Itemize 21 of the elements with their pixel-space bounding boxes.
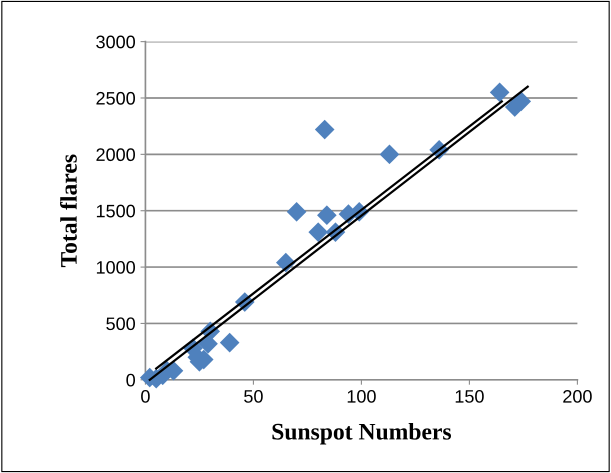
point: [308, 222, 328, 242]
x-axis-title: Sunspot Numbers: [272, 423, 452, 444]
point: [490, 82, 510, 102]
x-tick-label: 150: [456, 390, 484, 403]
x-tick-label: 50: [244, 390, 263, 403]
point: [317, 206, 336, 225]
point: [315, 120, 334, 140]
y-tick-label: 2000: [96, 148, 135, 162]
y-tick-label: 2500: [96, 92, 135, 105]
y-tick-label: 3000: [96, 36, 135, 48]
point: [220, 333, 240, 352]
point: [287, 202, 306, 222]
point: [380, 144, 400, 164]
x-tick-label: 200: [563, 390, 592, 403]
x-tick-label: 0: [141, 390, 150, 403]
y-tick-label: 0: [126, 374, 135, 387]
y-tick-label: 1000: [96, 261, 135, 274]
y-axis-title: Total flares: [60, 154, 77, 268]
y-tick-label: 1500: [96, 204, 135, 218]
y-tick-label: 500: [106, 317, 135, 330]
x-tick-label: 100: [348, 390, 376, 403]
